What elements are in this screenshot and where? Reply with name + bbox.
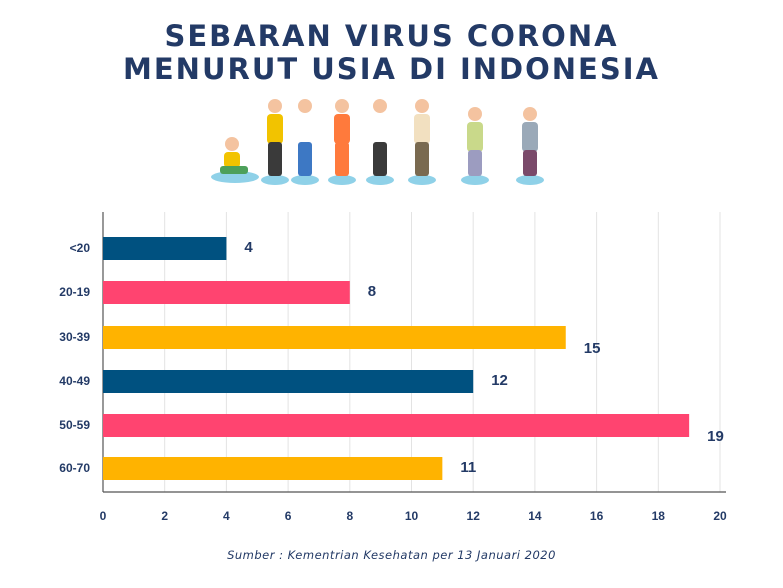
x-tick-label: 4	[223, 509, 230, 523]
person-1-rect	[267, 114, 283, 144]
figures-row	[261, 99, 544, 185]
person-6-rect	[467, 122, 483, 152]
person-4-circle	[373, 99, 387, 113]
y-category-label: 20-19	[59, 285, 90, 299]
person-2-ellipse	[291, 175, 319, 185]
bar-30-39	[103, 326, 566, 349]
person-5-ellipse	[408, 175, 436, 185]
bar-<20	[103, 237, 227, 260]
person-3-ellipse	[328, 175, 356, 185]
people-illustration	[211, 99, 544, 185]
x-tick-label: 8	[346, 509, 353, 523]
person-4-ellipse	[366, 175, 394, 185]
x-tick-label: 0	[100, 509, 107, 523]
person-5-rect	[415, 142, 429, 176]
x-tick-label: 16	[590, 509, 604, 523]
title-line-2: MENURUT USIA DI INDONESIA	[123, 52, 660, 86]
data-label: 11	[460, 459, 476, 476]
data-label: 12	[491, 372, 508, 389]
x-tick-label: 12	[467, 509, 481, 523]
bar-50-59	[103, 414, 690, 437]
person-5-rect	[414, 114, 430, 144]
x-tick-label: 20	[713, 509, 727, 523]
y-category-label: 30-39	[59, 330, 90, 344]
person-7-circle	[523, 107, 537, 121]
person-6-circle	[468, 107, 482, 121]
data-label: 19	[707, 428, 724, 445]
bar-60-70	[103, 457, 443, 480]
title-line-1: SEBARAN VIRUS CORONA	[164, 19, 619, 53]
person-2-rect	[298, 142, 312, 176]
x-tick-label: 6	[285, 509, 292, 523]
person-7-rect	[523, 150, 537, 176]
person-3-circle	[335, 99, 349, 113]
person-6-rect	[468, 150, 482, 176]
person-5-circle	[415, 99, 429, 113]
person-7-rect	[522, 122, 538, 152]
x-tick-label: 2	[161, 509, 168, 523]
source-note: Sumber : Kementrian Kesehatan per 13 Jan…	[227, 548, 556, 562]
x-tick-label: 14	[528, 509, 542, 523]
data-label: 8	[368, 283, 376, 300]
person-4-rect	[373, 142, 387, 176]
data-label: 15	[584, 340, 601, 357]
x-tick-label: 18	[652, 509, 666, 523]
person-1-circle	[268, 99, 282, 113]
y-category-label: 40-49	[59, 374, 90, 388]
x-tick-label: 10	[405, 509, 419, 523]
person-4-rect	[372, 114, 388, 144]
data-label: 4	[244, 239, 253, 256]
y-category-label: 60-70	[59, 461, 90, 475]
person-2-rect	[297, 114, 313, 144]
person-3-rect	[334, 114, 350, 144]
y-category-label: <20	[70, 241, 91, 255]
person-6-ellipse	[461, 175, 489, 185]
person-1-ellipse	[261, 175, 289, 185]
y-category-label: 50-59	[59, 418, 90, 432]
child-sitting-figure	[211, 137, 259, 183]
person-3-rect	[335, 142, 349, 176]
bar-20-19	[103, 281, 350, 304]
bar-40-49	[103, 370, 474, 393]
person-7-ellipse	[516, 175, 544, 185]
person-1-rect	[268, 142, 282, 176]
person-2-circle	[298, 99, 312, 113]
